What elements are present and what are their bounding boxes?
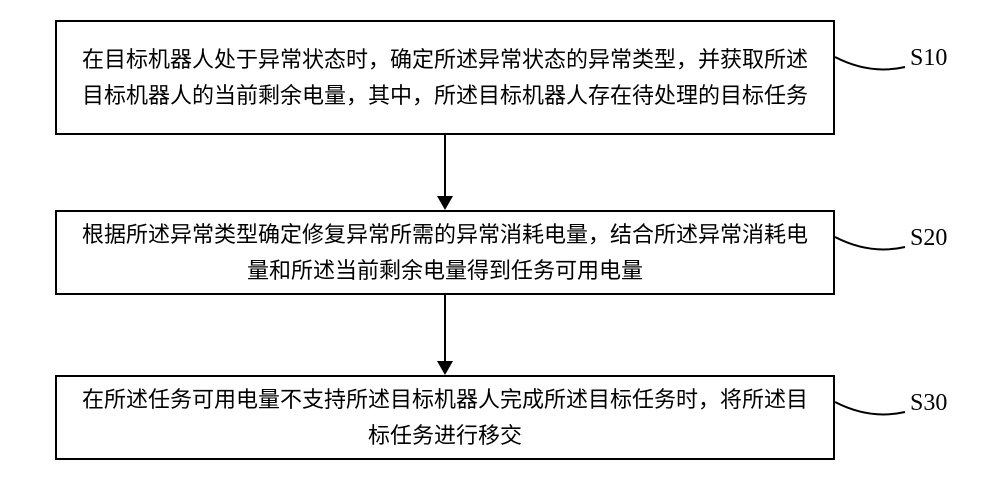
flow-label-s10: S10 <box>910 45 947 72</box>
arrow-line-2 <box>444 295 446 361</box>
arrow-head-2 <box>437 361 453 375</box>
flow-label-s30: S30 <box>910 390 947 417</box>
flow-step-s20-text: 根据所述异常类型确定修复异常所需的异常消耗电量，结合所述异常消耗电量和所述当前剩… <box>77 217 813 287</box>
flow-step-s30: 在所述任务可用电量不支持所述目标机器人完成所述目标任务时，将所述目标任务进行移交 <box>55 375 835 460</box>
arrow-head-1 <box>437 196 453 210</box>
flow-step-s30-text: 在所述任务可用电量不支持所述目标机器人完成所述目标任务时，将所述目标任务进行移交 <box>77 382 813 452</box>
arrow-line-1 <box>444 135 446 196</box>
flow-step-s20: 根据所述异常类型确定修复异常所需的异常消耗电量，结合所述异常消耗电量和所述当前剩… <box>55 210 835 295</box>
flow-label-s20: S20 <box>910 225 947 252</box>
flowchart-canvas: 在目标机器人处于异常状态时，确定所述异常状态的异常类型，并获取所述目标机器人的当… <box>0 0 1000 500</box>
flow-step-s10-text: 在目标机器人处于异常状态时，确定所述异常状态的异常类型，并获取所述目标机器人的当… <box>77 42 813 112</box>
flow-step-s10: 在目标机器人处于异常状态时，确定所述异常状态的异常类型，并获取所述目标机器人的当… <box>55 20 835 135</box>
